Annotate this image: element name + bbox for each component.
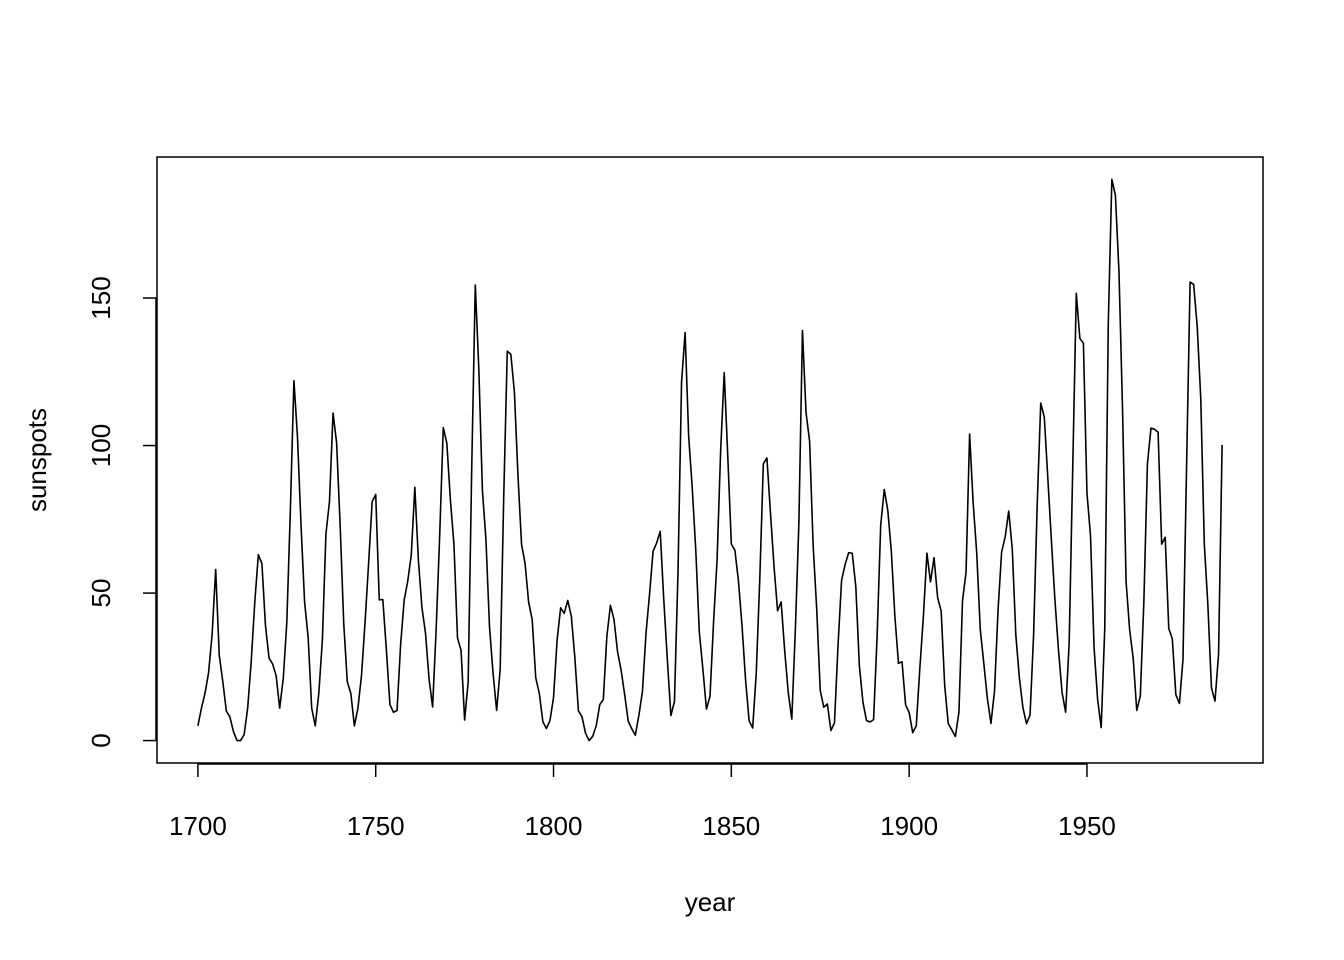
y-axis-label: sunspots [22, 408, 52, 512]
x-tick-label: 1700 [169, 811, 227, 841]
x-tick-label: 1900 [880, 811, 938, 841]
x-tick-label: 1950 [1058, 811, 1116, 841]
x-axis-label: year [685, 887, 736, 917]
x-tick-label: 1800 [525, 811, 583, 841]
y-tick-label: 0 [86, 733, 116, 747]
x-axis: 1700 1750 1800 1850 1900 1950 [169, 763, 1116, 841]
x-tick-label: 1850 [702, 811, 760, 841]
y-tick-label: 100 [86, 424, 116, 467]
series-line [197, 178, 1223, 742]
plot-frame [156, 156, 1264, 764]
y-axis: 0 50 100 150 [86, 276, 157, 748]
y-tick-label: 50 [86, 579, 116, 608]
x-tick-label: 1750 [347, 811, 405, 841]
y-tick-label: 150 [86, 276, 116, 319]
